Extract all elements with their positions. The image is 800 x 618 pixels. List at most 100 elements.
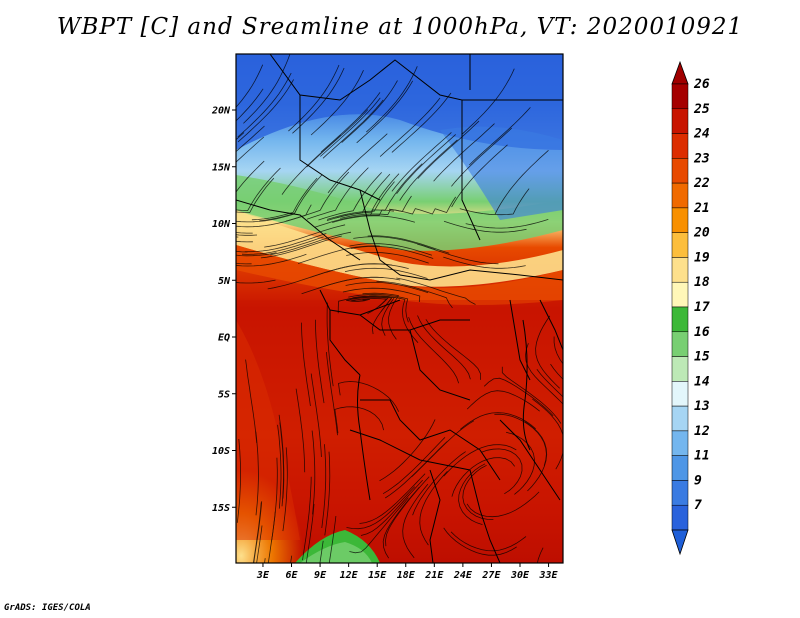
lat-tick-label-2: 10N <box>212 219 231 230</box>
streamline <box>535 315 560 389</box>
colorbar-label-11: 15 <box>694 350 710 365</box>
streamline <box>236 167 281 212</box>
colorbar-label-4: 22 <box>693 176 710 191</box>
streamline <box>236 125 265 153</box>
streamline <box>376 280 453 309</box>
streamline <box>532 398 563 470</box>
streamline <box>450 531 527 552</box>
lon-tick-label-0: 3E <box>256 570 270 581</box>
streamline <box>350 298 388 314</box>
colorbar-label-2: 24 <box>693 127 710 142</box>
streamline <box>264 558 266 563</box>
lat-tick-label-3: 5N <box>218 276 231 287</box>
streamline <box>264 224 346 248</box>
streamlines <box>236 54 563 563</box>
streamline <box>459 188 530 216</box>
streamline <box>465 219 549 229</box>
streamline <box>417 120 480 179</box>
streamline <box>536 368 563 398</box>
streamline <box>302 476 312 561</box>
colorbar-label-3: 23 <box>693 151 710 166</box>
colorbar: 26 25 24 23 22 21 20 19 18 17 16 15 14 13 12 11 9 7 <box>671 60 710 556</box>
streamline <box>252 502 262 563</box>
streamline <box>417 315 471 380</box>
streamline <box>318 172 382 221</box>
streamline <box>346 486 416 530</box>
streamline <box>550 363 563 380</box>
streamline <box>466 390 540 412</box>
streamline <box>327 133 388 194</box>
streamline <box>349 497 409 554</box>
streamline <box>281 134 342 195</box>
streamline <box>314 209 394 228</box>
plot-frame <box>235 53 564 564</box>
lon-tick-label-7: 24E <box>453 570 473 581</box>
streamline <box>326 351 338 436</box>
streamline <box>359 473 426 524</box>
streamline <box>364 163 423 216</box>
colorbar-label-17: 7 <box>694 498 702 513</box>
streamline <box>295 388 306 473</box>
streamline <box>553 336 563 365</box>
lat-tick-label-5: 5S <box>218 389 230 400</box>
streamline <box>399 139 458 201</box>
streamline <box>451 127 512 187</box>
streamline <box>236 250 248 253</box>
streamline <box>236 253 307 267</box>
lon-tick-label-10: 33E <box>539 570 559 581</box>
streamline <box>241 236 324 255</box>
colorbar-label-9: 17 <box>694 300 710 315</box>
streamline <box>342 287 421 303</box>
lon-tick-label-2: 9E <box>314 570 327 581</box>
streamline <box>236 438 242 523</box>
streamline <box>412 451 466 516</box>
colorbar-label-15: 11 <box>694 449 710 464</box>
streamline <box>305 503 315 563</box>
colorbar-label-7: 19 <box>694 250 710 265</box>
colorbar-label-6: 20 <box>693 226 710 241</box>
streamline <box>443 256 526 269</box>
streamline <box>320 97 381 157</box>
streamline <box>306 109 369 168</box>
colorbar-segment-7 <box>671 257 689 283</box>
streamline <box>460 412 536 430</box>
streamline <box>288 64 340 132</box>
streamline <box>391 132 452 192</box>
colorbar-segment-5 <box>671 207 689 233</box>
colorbar-segment-9 <box>671 306 689 333</box>
streamline <box>341 80 398 143</box>
streamline <box>267 511 276 563</box>
streamline <box>334 406 384 434</box>
colorbar-segment-12 <box>671 381 689 407</box>
streamline <box>236 234 258 236</box>
colorbar-segment-17 <box>671 504 689 531</box>
colorbar-segment-10 <box>671 331 689 357</box>
streamline <box>340 195 412 219</box>
streamline <box>338 381 400 412</box>
colorbar-segment-16 <box>671 480 689 506</box>
streamline <box>411 420 475 478</box>
colorbar-top-arrow <box>671 60 689 85</box>
streamline <box>525 343 563 405</box>
streamline <box>451 457 516 497</box>
streamline <box>433 123 495 182</box>
streamline <box>290 555 293 563</box>
colorbar-segment-1 <box>671 108 689 134</box>
streamline <box>326 181 395 220</box>
streamline <box>379 97 441 157</box>
streamline <box>324 451 331 536</box>
streamline <box>243 54 291 124</box>
streamline <box>244 233 327 253</box>
streamline <box>326 302 334 387</box>
map-title: WBPT [C] and Sreamline at 1000hPa, VT: 2… <box>56 14 744 40</box>
streamline <box>367 235 450 254</box>
lon-tick-label-1: 6E <box>285 570 298 581</box>
streamline <box>462 68 515 135</box>
streamline <box>306 167 369 220</box>
streamline <box>332 215 416 223</box>
streamline <box>483 377 554 417</box>
streamline <box>443 527 517 556</box>
longitude-axis: 3E 6E 9E 12E 15E 18E 21E 24E 27E 30E 33E <box>256 563 559 581</box>
colorbar-label-8: 18 <box>694 275 710 290</box>
colorbar-segment-13 <box>671 405 689 432</box>
